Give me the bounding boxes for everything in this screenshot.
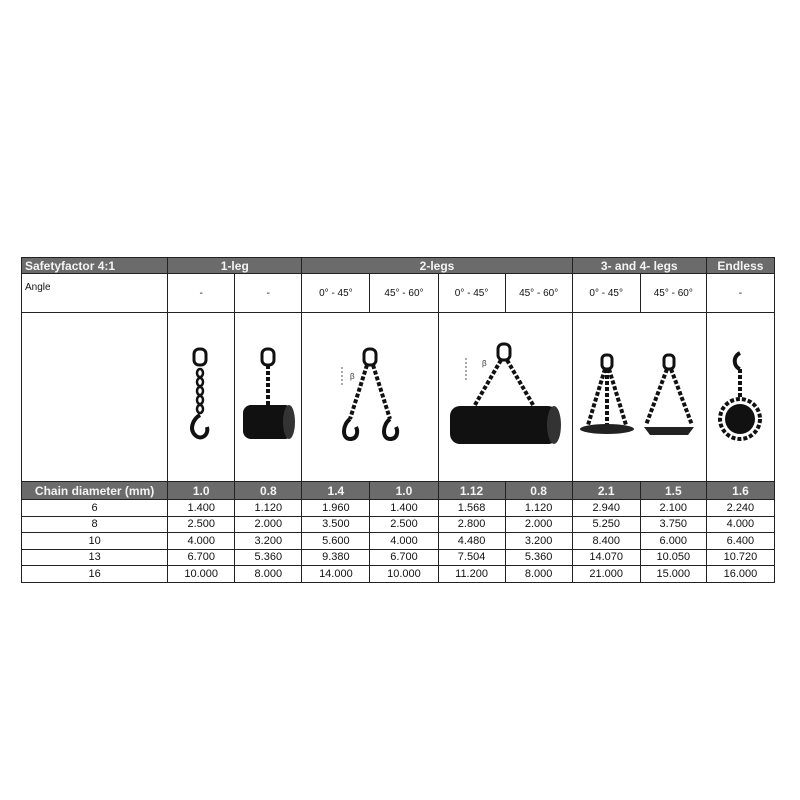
capacity-cell: 7.504 (437, 548, 506, 566)
angle-cell: 0° - 45° (437, 273, 506, 313)
chain-diameter-label: Chain diameter (mm) (20, 481, 169, 500)
capacity-cell: 8.000 (504, 565, 573, 583)
capacity-cell: 4.000 (705, 515, 776, 533)
svg-text:β: β (482, 359, 487, 368)
table-row: 6 1.400 1.120 1.960 1.400 1.568 1.120 2.940 2.10… (20, 499, 776, 517)
factor-cell: 2.1 (571, 481, 641, 500)
capacity-cell: 5.600 (301, 532, 371, 550)
capacity-cell: 2.500 (369, 515, 439, 533)
factor-cell: 1.12 (437, 481, 506, 500)
single-leg-choke-pipe-icon (234, 312, 303, 482)
capacity-cell: 6.700 (167, 548, 236, 566)
capacity-cell: 5.360 (234, 548, 303, 566)
capacity-cell: 14.070 (571, 548, 641, 566)
angle-cell: - (167, 273, 236, 313)
angle-label: Angle (20, 273, 169, 313)
factor-row: Chain diameter (mm) 1.0 0.8 1.4 1.0 1.12 0.8 2… (20, 481, 776, 500)
capacity-cell: 10.720 (705, 548, 776, 566)
two-leg-hooks-icon: β (301, 312, 439, 482)
capacity-cell: 2.800 (437, 515, 506, 533)
capacity-cell: 2.000 (234, 515, 303, 533)
capacity-cell: 21.000 (571, 565, 641, 583)
image-row: β β (20, 312, 776, 482)
factor-cell: 1.0 (369, 481, 439, 500)
group-3-4-legs: 3- and 4- legs (571, 257, 707, 274)
diameter-cell: 13 (20, 548, 169, 566)
angle-cell: 45° - 60° (639, 273, 707, 313)
capacity-cell: 6.000 (639, 532, 707, 550)
capacity-cell: 9.380 (301, 548, 371, 566)
capacity-cell: 16.000 (705, 565, 776, 583)
factor-cell: 1.0 (167, 481, 236, 500)
header-row: Safetyfactor 4:1 1-leg 2-legs 3- and 4- … (20, 257, 776, 274)
group-2-legs: 2-legs (301, 257, 573, 274)
capacity-cell: 1.400 (369, 499, 439, 517)
capacity-cell: 1.120 (504, 499, 573, 517)
table-row: 13 6.700 5.360 9.380 6.700 7.504 5.360 14.070 10… (20, 548, 776, 566)
capacity-cell: 1.960 (301, 499, 371, 517)
diameter-cell: 8 (20, 515, 169, 533)
capacity-cell: 15.000 (639, 565, 707, 583)
table-row: 10 4.000 3.200 5.600 4.000 4.480 3.200 8.400 6.0… (20, 532, 776, 550)
capacity-cell: 3.500 (301, 515, 371, 533)
capacity-cell: 14.000 (301, 565, 371, 583)
factor-cell: 0.8 (504, 481, 573, 500)
capacity-cell: 11.200 (437, 565, 506, 583)
capacity-cell: 2.000 (504, 515, 573, 533)
capacity-cell: 3.200 (234, 532, 303, 550)
endless-chain-icon (705, 312, 776, 482)
angle-cell: - (705, 273, 776, 313)
three-four-leg-platform-icon (571, 312, 707, 482)
group-1-leg: 1-leg (167, 257, 303, 274)
group-endless: Endless (705, 257, 776, 274)
capacity-cell: 10.000 (167, 565, 236, 583)
image-blank (20, 312, 169, 482)
capacity-cell: 8.400 (571, 532, 641, 550)
angle-symbol: β (350, 372, 355, 381)
capacity-cell: 10.050 (639, 548, 707, 566)
diameter-cell: 10 (20, 532, 169, 550)
capacity-cell: 4.000 (369, 532, 439, 550)
capacity-cell: 2.100 (639, 499, 707, 517)
two-leg-pipe-icon: β (437, 312, 573, 482)
capacity-cell: 6.400 (705, 532, 776, 550)
factor-cell: 0.8 (234, 481, 303, 500)
diameter-cell: 6 (20, 499, 169, 517)
factor-cell: 1.6 (705, 481, 776, 500)
capacity-cell: 1.400 (167, 499, 236, 517)
angle-cell: 45° - 60° (369, 273, 439, 313)
capacity-cell: 2.240 (705, 499, 776, 517)
capacity-cell: 10.000 (369, 565, 439, 583)
diameter-cell: 16 (20, 565, 169, 583)
angle-cell: 0° - 45° (571, 273, 641, 313)
capacity-cell: 2.500 (167, 515, 236, 533)
capacity-cell: 6.700 (369, 548, 439, 566)
angle-cell: - (234, 273, 303, 313)
table-row: 16 10.000 8.000 14.000 10.000 11.200 8.000 21.0… (20, 565, 776, 583)
capacity-cell: 5.360 (504, 548, 573, 566)
capacity-cell: 4.480 (437, 532, 506, 550)
factor-cell: 1.5 (639, 481, 707, 500)
safety-factor-label: Safetyfactor 4:1 (20, 257, 169, 274)
capacity-cell: 8.000 (234, 565, 303, 583)
angle-cell: 0° - 45° (301, 273, 371, 313)
capacity-cell: 5.250 (571, 515, 641, 533)
capacity-cell: 3.750 (639, 515, 707, 533)
capacity-cell: 1.120 (234, 499, 303, 517)
capacity-cell: 2.940 (571, 499, 641, 517)
load-capacity-table: Safetyfactor 4:1 1-leg 2-legs 3- and 4- … (20, 257, 776, 583)
capacity-cell: 3.200 (504, 532, 573, 550)
table-row: 8 2.500 2.000 3.500 2.500 2.800 2.000 5.250 3.75… (20, 515, 776, 533)
capacity-cell: 1.568 (437, 499, 506, 517)
angle-cell: 45° - 60° (504, 273, 573, 313)
angle-row: Angle - -0° - 45° 45° - 60° 0° - 45° 45° - 6… (20, 273, 776, 313)
capacity-cell: 4.000 (167, 532, 236, 550)
single-leg-hook-icon (167, 312, 236, 482)
factor-cell: 1.4 (301, 481, 371, 500)
